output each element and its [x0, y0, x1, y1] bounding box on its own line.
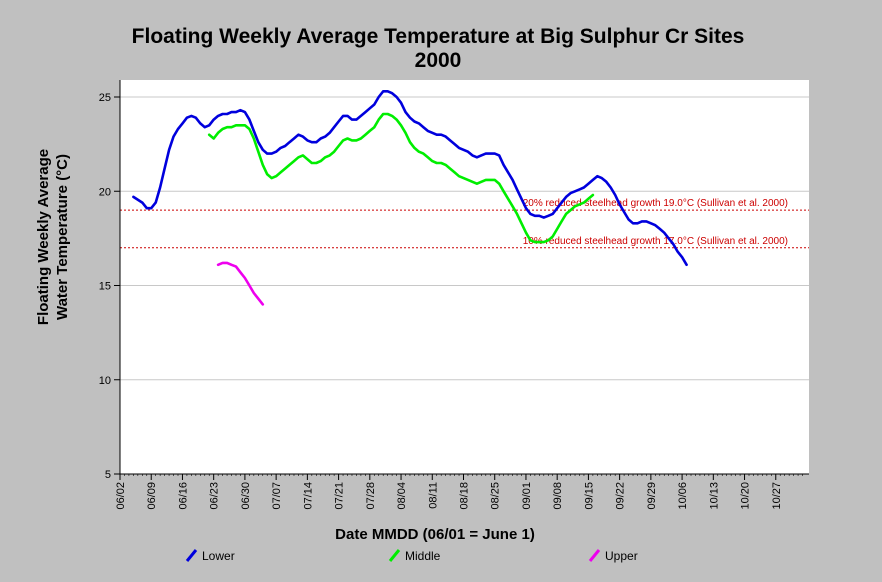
series-group — [132, 90, 688, 306]
x-tick-label: 07/21 — [334, 482, 346, 510]
x-tick-label: 10/20 — [740, 482, 752, 510]
series-line-middle — [207, 112, 595, 244]
legend-label-upper: Upper — [605, 549, 638, 563]
legend-swatch-lower — [185, 549, 198, 562]
x-tick-label: 06/30 — [240, 482, 252, 510]
y-axis-title-line2: Water Temperature (°C) — [54, 154, 71, 320]
chart-subtitle: 2000 — [415, 49, 462, 72]
y-ticks: 5 10 15 20 25 — [99, 92, 120, 481]
legend-label-middle: Middle — [405, 549, 441, 563]
x-axis-title: Date MMDD (06/01 = June 1) — [335, 526, 535, 543]
x-tick-label: 06/16 — [177, 482, 189, 510]
x-tick-label: 08/11 — [427, 482, 439, 509]
y-axis-title-line1: Floating Weekly Average — [35, 149, 52, 325]
legend-swatch-upper — [588, 549, 601, 562]
x-tick-label: 07/07 — [271, 482, 283, 510]
x-tick-label: 08/04 — [396, 482, 408, 510]
x-tick-label: 06/09 — [146, 482, 158, 510]
gridlines — [120, 96, 809, 381]
x-tick-label: 07/28 — [365, 482, 377, 510]
y-tick-label: 15 — [99, 281, 111, 293]
x-tick-label: 10/13 — [708, 482, 720, 510]
x-tick-label: 06/23 — [209, 482, 221, 510]
y-tick-label: 5 — [105, 469, 111, 481]
plot-area — [120, 80, 809, 474]
x-tick-label: 08/18 — [459, 482, 471, 510]
series-line-lower — [132, 90, 688, 267]
x-tick-label: 06/02 — [115, 482, 127, 510]
reference-line-label: 10% reduced steelhead growth 17.0°C (Sul… — [523, 236, 788, 247]
y-tick-label: 10 — [99, 375, 111, 387]
x-tick-label: 09/15 — [583, 482, 595, 510]
legend-swatch-middle — [388, 549, 401, 562]
x-tick-label: 10/06 — [677, 482, 689, 510]
x-tick-label: 09/08 — [552, 482, 564, 510]
series-line-upper — [216, 261, 265, 306]
x-tick-label: 07/14 — [302, 482, 314, 510]
reference-lines: 20% reduced steelhead growth 19.0°C (Sul… — [120, 198, 809, 249]
x-tick-label: 09/29 — [646, 482, 658, 510]
x-tick-label: 09/22 — [615, 482, 627, 510]
x-tick-label: 10/27 — [771, 482, 783, 510]
y-tick-label: 25 — [99, 92, 111, 104]
y-tick-label: 20 — [99, 186, 111, 198]
reference-line-label: 20% reduced steelhead growth 19.0°C (Sul… — [523, 198, 788, 209]
chart-title: Floating Weekly Average Temperature at B… — [132, 25, 745, 48]
x-ticks: 06/02 06/09 06/16 06/23 06/30 07/07 07/14 07/21… — [115, 474, 803, 510]
legend: Lower Middle Upper — [185, 549, 638, 563]
x-tick-label: 09/01 — [521, 482, 533, 510]
x-tick-label: 08/25 — [490, 482, 502, 510]
legend-label-lower: Lower — [202, 549, 235, 563]
